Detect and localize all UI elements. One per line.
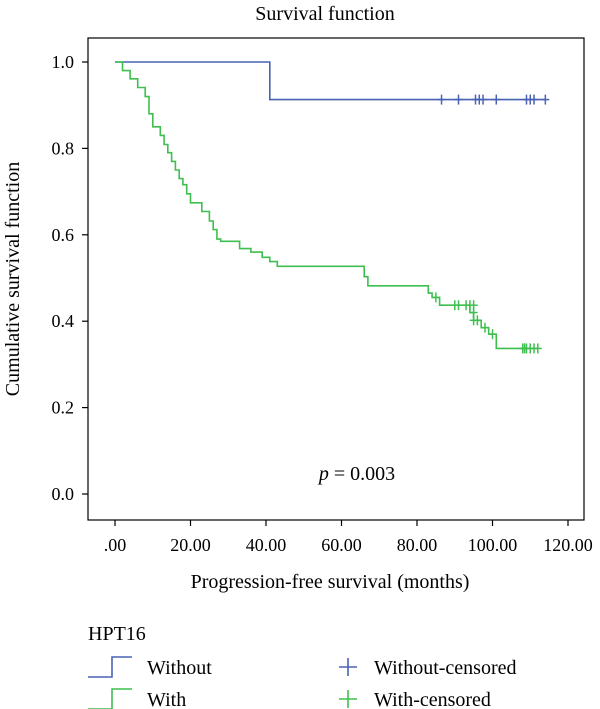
legend-item-without-censored: Without-censored xyxy=(339,657,516,679)
x-tick-label: 100.00 xyxy=(468,535,518,555)
x-tick-label: 80.00 xyxy=(397,535,438,555)
y-tick-label: 0.2 xyxy=(52,398,75,418)
y-tick-label: 1.0 xyxy=(52,52,75,72)
legend-label: With xyxy=(147,689,186,709)
legend-label: Without-censored xyxy=(374,657,516,679)
legend-item-without: Without xyxy=(88,656,212,679)
series-line-with xyxy=(115,61,538,350)
legend-item-with: With xyxy=(88,688,186,709)
x-axis-label: Progression-free survival (months) xyxy=(191,571,470,593)
censor-mark-without xyxy=(541,94,550,105)
x-tick-label: 60.00 xyxy=(321,535,362,555)
censor-mark-with xyxy=(454,300,463,311)
legend-swatch-step xyxy=(88,688,132,709)
censor-mark-with xyxy=(533,343,542,354)
plot-frame xyxy=(87,37,585,521)
x-tick-label: 20.00 xyxy=(170,535,211,555)
censor-mark-without xyxy=(479,94,488,105)
y-tick-label: 0.6 xyxy=(52,225,75,245)
y-tick-label: 0.0 xyxy=(52,484,75,504)
plot-area: 0.0 0.2 0.4 0.6 0.8 1.0 .00 20.00 40.00 60.00 80.… xyxy=(52,37,593,555)
censor-mark-with xyxy=(488,329,497,340)
series-layer xyxy=(115,61,550,354)
censor-mark-with xyxy=(473,315,482,326)
legend-item-with-censored: With-censored xyxy=(339,689,491,709)
y-axis: 0.0 0.2 0.4 0.6 0.8 1.0 xyxy=(52,52,88,504)
legend-swatch-step xyxy=(88,656,132,678)
p-value-text: = 0.003 xyxy=(329,463,395,485)
p-value-annotation: p = 0.003 xyxy=(317,463,395,485)
p-value-symbol: p xyxy=(317,463,329,485)
censor-mark-without xyxy=(492,94,501,105)
y-tick-label: 0.4 xyxy=(52,311,75,331)
series-line-without xyxy=(115,61,546,101)
y-tick-label: 0.8 xyxy=(52,138,75,158)
x-axis: .00 20.00 40.00 60.00 80.00 100.00 120.00 xyxy=(104,520,593,555)
censor-mark-without xyxy=(437,94,446,105)
x-tick-label: 120.00 xyxy=(543,535,593,555)
legend-swatch-plus xyxy=(339,658,357,676)
x-tick-label: .00 xyxy=(104,535,127,555)
chart-title: Survival function xyxy=(255,3,394,25)
legend-title: HPT16 xyxy=(88,623,146,645)
censor-mark-without xyxy=(530,94,539,105)
censor-mark-with xyxy=(431,292,440,303)
y-axis-label: Cumulative survival function xyxy=(2,162,24,396)
legend-label: With-censored xyxy=(374,689,491,709)
x-tick-label: 40.00 xyxy=(246,535,287,555)
legend: HPT16 Without Without-censored With With-ce… xyxy=(88,623,516,709)
legend-label: Without xyxy=(147,657,212,679)
legend-swatch-plus xyxy=(339,690,357,708)
censor-mark-with xyxy=(480,322,489,333)
censor-mark-without xyxy=(454,94,463,105)
